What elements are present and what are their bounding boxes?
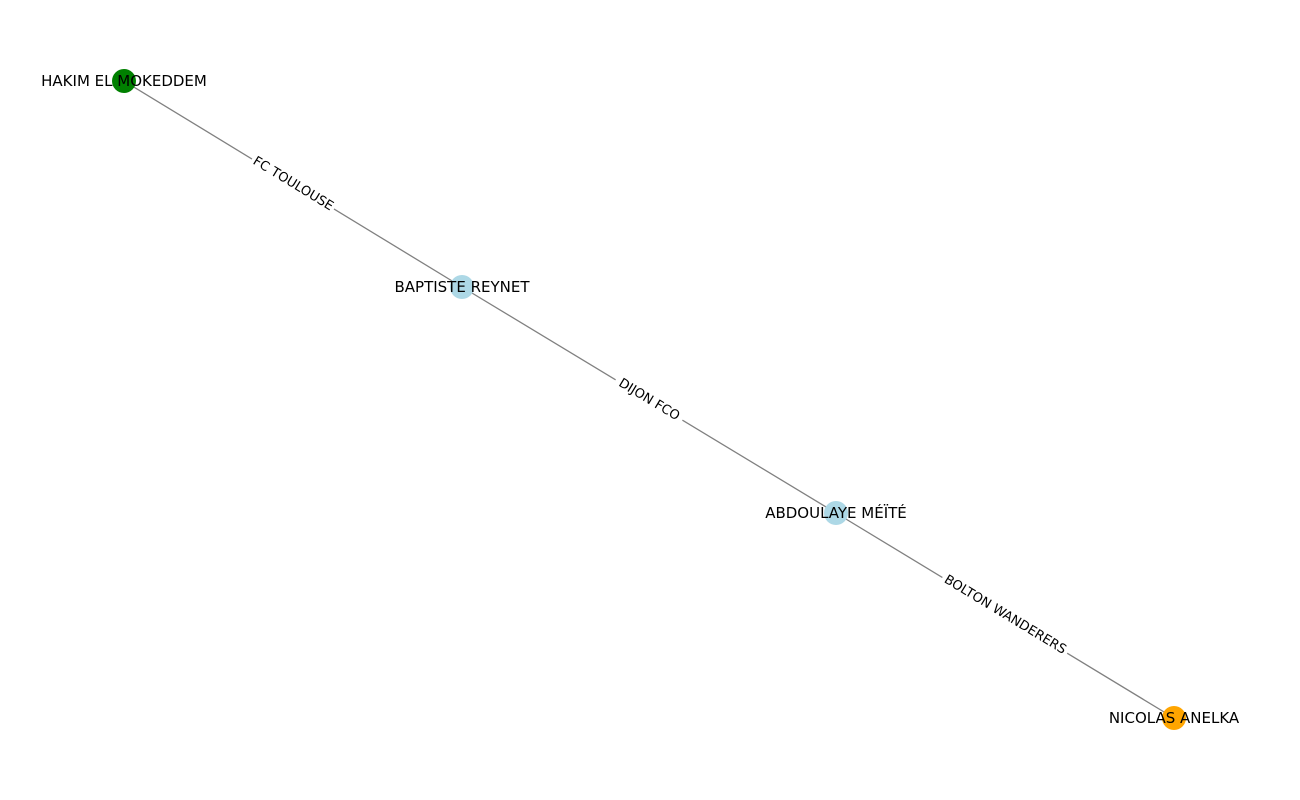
node-abdoulaye-meite: [824, 501, 848, 525]
node-label-layer: HAKIM EL MOKEDDEM BAPTISTE REYNET ABDOUL…: [41, 72, 1240, 727]
node-label-baptiste-reynet: BAPTISTE REYNET: [394, 278, 530, 296]
node-baptiste-reynet: [450, 275, 474, 299]
edge-label-dijon-fco: DIJON FCO: [610, 372, 688, 428]
node-hakim-el-mokeddem: [112, 69, 136, 93]
node-label-abdoulaye-meite: ABDOULAYE MÉÏTÉ: [765, 503, 907, 522]
edge-label-bolton-wanderers: BOLTON WANDERERS: [937, 569, 1073, 661]
edge-label-dijon-fco-text: DIJON FCO: [616, 376, 682, 424]
edge-label-fc-toulouse-text: FC TOULOUSE: [250, 154, 336, 214]
node-layer: [112, 69, 1186, 730]
node-label-hakim-el-mokeddem: HAKIM EL MOKEDDEM: [41, 72, 207, 90]
edge-label-bolton-wanderers-text: BOLTON WANDERERS: [941, 572, 1068, 657]
node-nicolas-anelka: [1162, 706, 1186, 730]
edge-label-layer: FC TOULOUSE DIJON FCO BOLTON WANDERERS: [247, 151, 1073, 661]
edge-label-fc-toulouse: FC TOULOUSE: [247, 151, 339, 217]
node-label-nicolas-anelka: NICOLAS ANELKA: [1109, 709, 1240, 727]
